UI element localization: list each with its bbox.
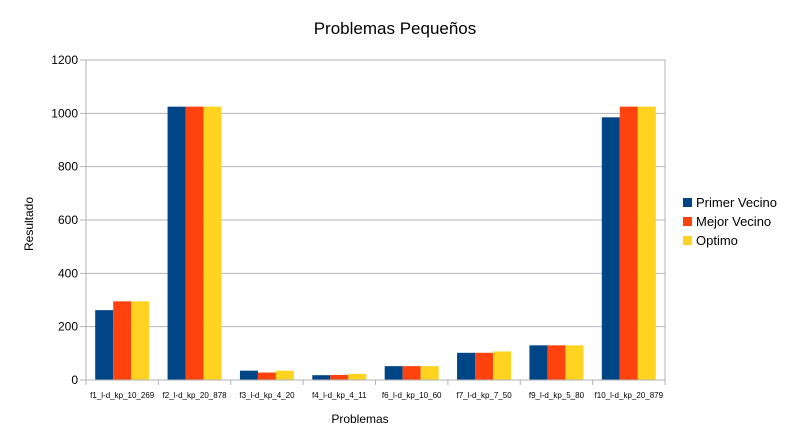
x-tick-label: f9_l-d_kp_5_80: [529, 391, 585, 400]
x-tick-label: f7_l-d_kp_7_50: [456, 391, 512, 400]
x-tick-label: f4_l-d_kp_4_11: [312, 391, 367, 400]
bar: [275, 370, 294, 380]
bars: [95, 106, 656, 381]
legend: Primer Vecino Mejor Vecino Optimo: [683, 195, 777, 248]
bar: [637, 106, 656, 381]
y-tick-label: 400: [58, 266, 78, 280]
axes: [85, 59, 666, 385]
y-tick-label: 200: [58, 320, 78, 334]
y-tick-labels: 0 200 400 600 800 1000 1200: [51, 53, 78, 387]
legend-label: Optimo: [696, 233, 738, 248]
x-axis-label: Problemas: [331, 412, 388, 426]
x-tick-label: f3_l-d_kp_4_20: [239, 391, 295, 400]
bar: [203, 106, 222, 381]
bar: [239, 370, 258, 380]
bar: [529, 345, 548, 380]
bar: [493, 351, 512, 380]
bar: [131, 301, 150, 380]
bar: [402, 366, 421, 380]
y-tick-label: 1000: [51, 106, 78, 120]
bar: [257, 372, 276, 380]
bar: [547, 345, 566, 380]
bar: [384, 366, 403, 380]
bar: [348, 373, 367, 380]
bar: [619, 106, 638, 381]
chart-title: Problemas Pequeños: [314, 19, 477, 38]
bar: [95, 310, 114, 380]
bar: [167, 106, 186, 381]
bar: [113, 301, 132, 380]
legend-label: Mejor Vecino: [696, 214, 771, 229]
bar: [420, 366, 439, 380]
y-tick-label: 800: [58, 160, 78, 174]
y-axis-label: Resultado: [22, 197, 36, 251]
bar: [601, 117, 620, 380]
x-tick-label: f10_l-d_kp_20_879: [595, 391, 664, 400]
legend-swatch: [683, 236, 692, 245]
x-tick-labels: f1_l-d_kp_10_269 f2_l-d_kp_20_878 f3_l-d_k…: [90, 391, 663, 400]
bar: [565, 345, 584, 380]
legend-label: Primer Vecino: [696, 195, 777, 210]
bar: [185, 106, 204, 381]
x-tick-label: f2_l-d_kp_20_878: [163, 391, 228, 400]
bar: [330, 374, 349, 380]
x-tick-label: f6_l-d_kp_10_60: [382, 391, 442, 400]
y-tick-label: 0: [71, 373, 78, 387]
legend-swatch: [683, 217, 692, 226]
x-tick-label: f1_l-d_kp_10_269: [90, 391, 155, 400]
y-tick-label: 1200: [51, 53, 78, 67]
y-tick-label: 600: [58, 213, 78, 227]
bar: [457, 352, 476, 380]
bar: [475, 352, 494, 380]
legend-swatch: [683, 198, 692, 207]
bar: [312, 375, 331, 380]
